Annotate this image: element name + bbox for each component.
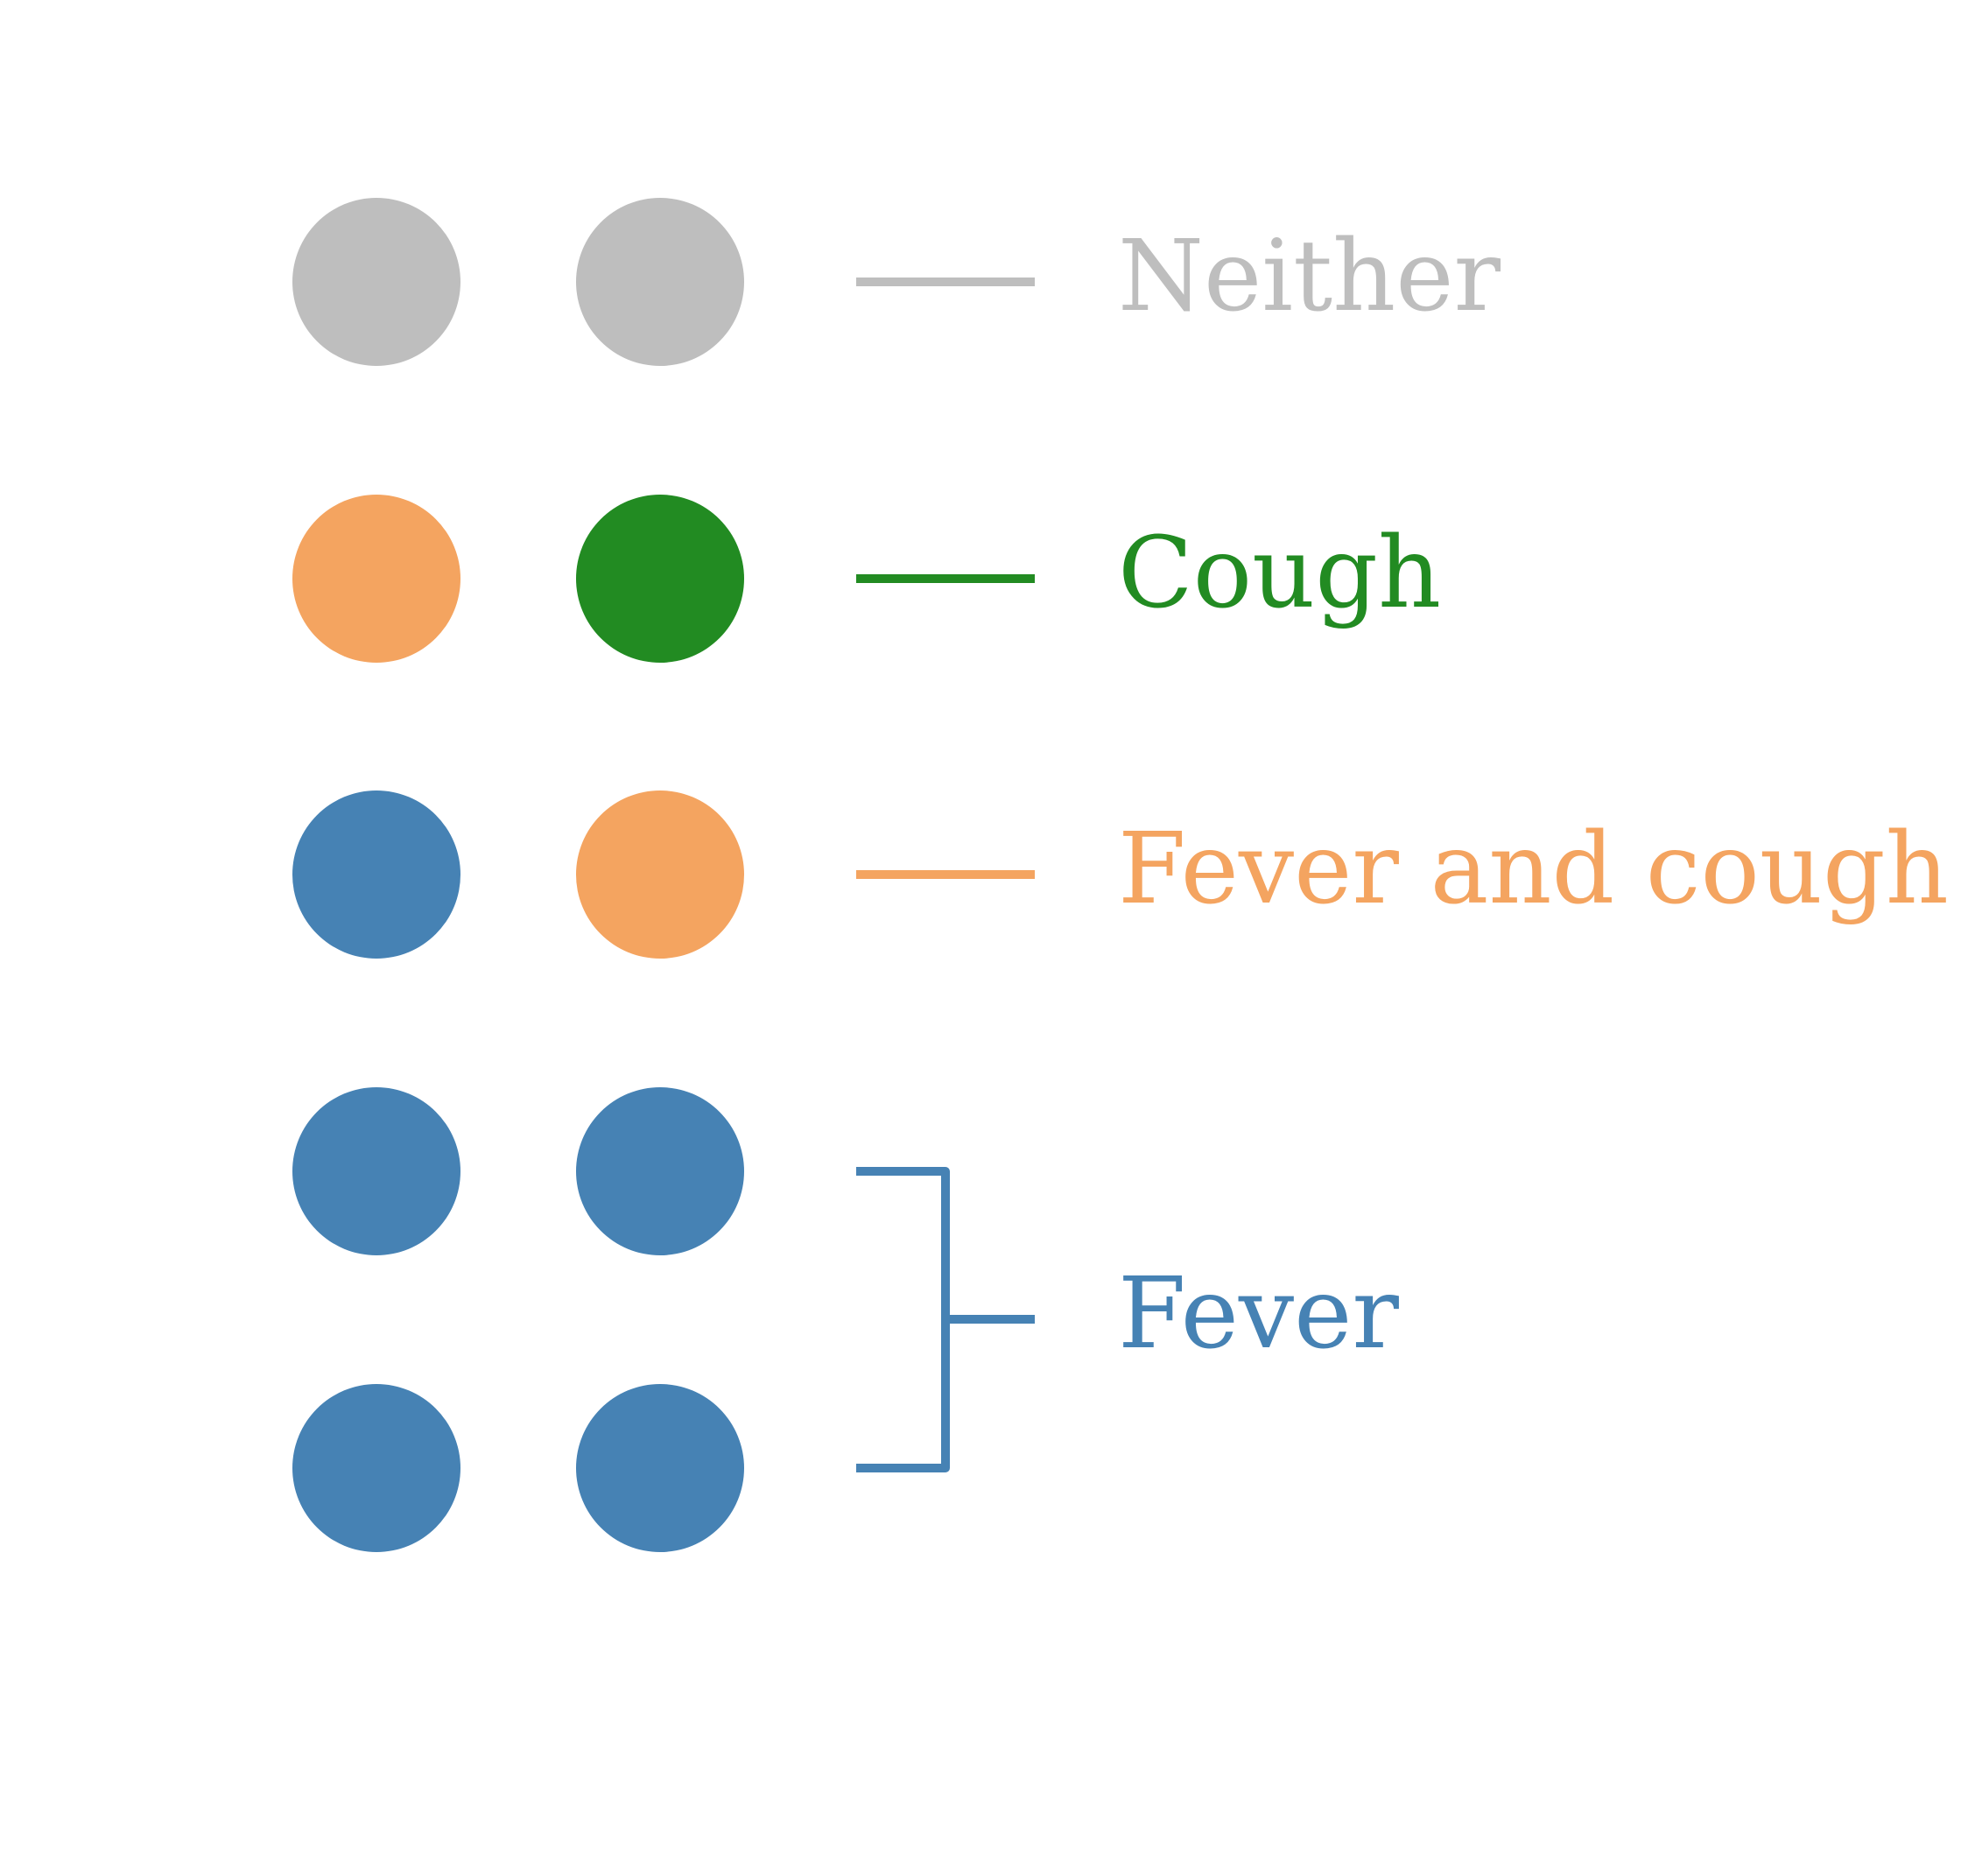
dot-fever-row4-right bbox=[576, 1087, 744, 1255]
legend-label-neither: Neither bbox=[1118, 220, 1501, 334]
legend-label-fever: Fever bbox=[1118, 1257, 1399, 1371]
legend-label-fever-and-cough: Fever and cough bbox=[1118, 812, 1949, 926]
dot-neither-row1-right bbox=[576, 198, 744, 366]
dot-neither-row1-left bbox=[292, 198, 460, 366]
dot-fever-and-cough-row2-left bbox=[292, 495, 460, 663]
dot-fever-row5-left bbox=[292, 1384, 460, 1552]
legend-label-cough: Cough bbox=[1118, 516, 1441, 630]
fever-bracket bbox=[856, 1167, 1035, 1472]
dot-cough-row2-right bbox=[576, 495, 744, 663]
dot-fever-row5-right bbox=[576, 1384, 744, 1552]
dot-fever-and-cough-row3-right bbox=[576, 790, 744, 959]
dot-fever-row3-left bbox=[292, 790, 460, 959]
dot-fever-row4-left bbox=[292, 1087, 460, 1255]
dot-grid bbox=[292, 198, 744, 1552]
